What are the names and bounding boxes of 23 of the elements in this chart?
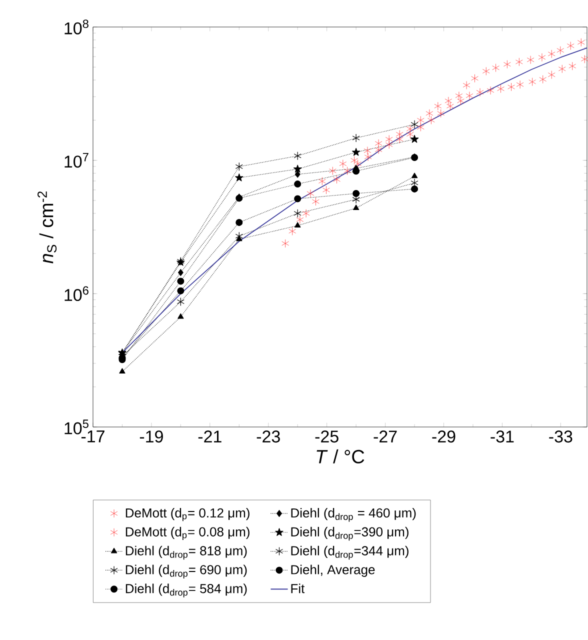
x-tick-label: -29 (432, 430, 456, 443)
legend-label: Diehl (d$_{drop}$=390 μm) (291, 526, 408, 541)
legend-label: Diehl (d$_{drop}$ = 460 μm) (291, 508, 416, 522)
legend-label: DeMott (d$_{p}$= 0.08 μm) (126, 526, 250, 540)
legend-label: DeMott (d$_{p}$= 0.12 μm) (126, 508, 250, 522)
x-tick-label: -25 (315, 430, 338, 443)
y-tick-label: 10$^{7}$ (64, 153, 88, 168)
y-axis-title: n$_{S}$ / cm$^{-2}$ (38, 191, 57, 264)
x-tick-label: -19 (140, 430, 163, 443)
legend-label: Diehl (d$_{drop}$= 690 μm) (126, 564, 247, 579)
x-axis-title: T / °C (316, 449, 364, 464)
legend-label: Diehl (d$_{drop}$=344 μm) (291, 546, 408, 560)
x-tick-label: -33 (549, 430, 572, 443)
y-tick-label: 10$^{6}$ (64, 286, 88, 302)
legend-label: Diehl (d$_{drop}$= 818 μm) (126, 546, 247, 560)
x-tick-label: -31 (490, 430, 514, 443)
x-tick-label: -27 (374, 430, 397, 442)
x-tick-label: -23 (256, 430, 280, 443)
y-tick-label: 10$^{8}$ (64, 20, 88, 34)
legend-label: Diehl (d$_{drop}$= 584 μm) (126, 584, 247, 598)
x-tick-label: -21 (198, 430, 222, 442)
legend-label: Diehl, Average (291, 564, 375, 577)
legend-label: Fit (291, 584, 305, 594)
